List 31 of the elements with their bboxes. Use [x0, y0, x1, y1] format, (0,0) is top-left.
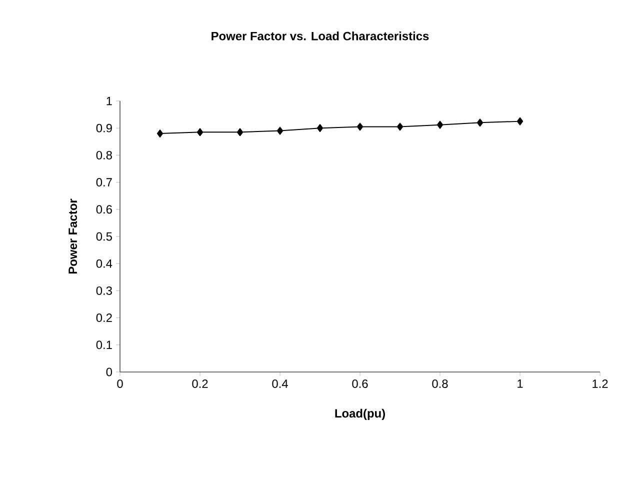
point — [236, 128, 244, 136]
y-tick-label: 0.5 — [96, 232, 112, 241]
y-tick-label: 0.4 — [96, 259, 112, 268]
point — [156, 130, 164, 138]
y-tick-label: 0.7 — [96, 178, 112, 187]
y-tick-label: 0.9 — [96, 124, 112, 132]
y-axis-title: Power Factor — [68, 198, 78, 274]
chart-title: Power Factor vs. Load Characteristics — [212, 32, 429, 40]
point — [356, 122, 364, 131]
y-tick-label: 0.8 — [96, 150, 112, 160]
y-tick-label: 0.2 — [96, 314, 112, 322]
x-tick-label: 0.8 — [432, 380, 448, 388]
point — [196, 128, 204, 136]
point — [276, 126, 284, 135]
y-tick-label: 0.3 — [96, 286, 112, 295]
x-tick-label: 1 — [518, 380, 523, 388]
point — [396, 122, 404, 131]
point — [316, 124, 324, 132]
point — [516, 117, 524, 126]
x-tick-label: 1.2 — [592, 380, 608, 388]
y-tick-label: 0.6 — [96, 205, 112, 214]
point — [476, 118, 484, 127]
y-tick-label: 0.1 — [96, 340, 112, 350]
x-tick-label: 0 — [117, 380, 123, 388]
x-axis-title: Load(pu) — [335, 408, 385, 420]
y-tick-label: 0 — [106, 368, 112, 376]
x-tick-label: 0.2 — [192, 380, 208, 388]
point — [436, 120, 444, 129]
x-tick-label: 0.6 — [352, 380, 368, 388]
x-tick-label: 0.4 — [272, 380, 288, 388]
y-tick-label: 1 — [106, 96, 112, 106]
